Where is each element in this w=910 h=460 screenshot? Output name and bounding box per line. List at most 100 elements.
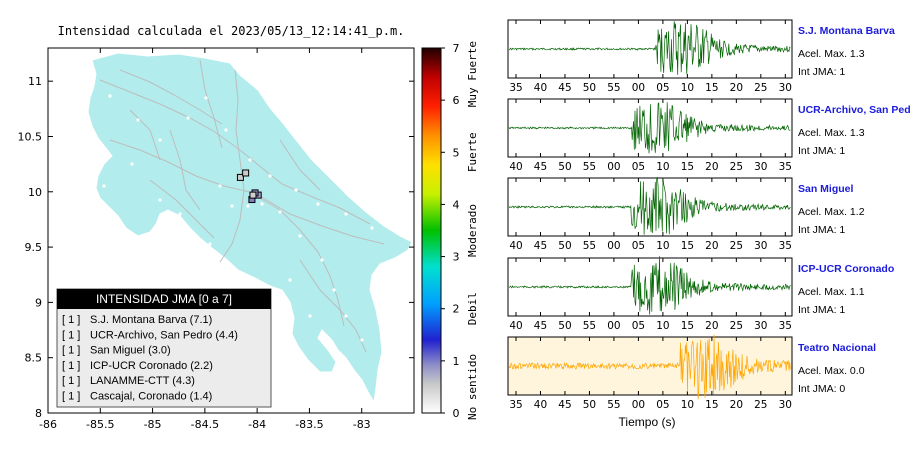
time-tick-label: 20 [705, 320, 718, 332]
seismogram-trace [508, 176, 791, 235]
lat-tick-label: 8 [35, 407, 42, 420]
max-acceleration-label: Acel. Max. 0.0 [798, 365, 865, 377]
time-tick-label: 50 [583, 82, 596, 94]
colorbar-ticks: 0 1 2 3 4 5 6 7 [441, 42, 460, 420]
time-tick-label: 25 [730, 240, 743, 252]
station-name-label: S.J. Montana Barva [798, 25, 895, 37]
time-tick-label: 40 [534, 82, 547, 94]
time-tick-label: 10 [681, 399, 694, 411]
time-tick-label: 20 [705, 161, 718, 173]
time-tick-label: 20 [705, 240, 718, 252]
colorbar-category-label: Fuerte [466, 132, 479, 172]
map-title: Intensidad calculada el 2023/05/13_12:14… [58, 24, 405, 38]
time-tick-label: 45 [558, 399, 571, 411]
time-tick-label: 35 [779, 240, 792, 252]
legend-item-text: S.J. Montana Barva (7.1) [90, 314, 212, 326]
station-name-label: San Miguel [798, 183, 854, 195]
seismogram-trace [508, 334, 791, 400]
colorbar-category-label: Muy Fuerte [466, 41, 479, 107]
lat-tick-label: 9.5 [25, 241, 43, 254]
road-network [99, 59, 385, 353]
time-tick-label: 25 [730, 161, 743, 173]
time-tick-label: 30 [754, 161, 767, 173]
seismogram-trace [508, 256, 791, 315]
lon-tick-label: -86 [39, 418, 57, 431]
seismogram-panel: 35 40 45 50 55 00 05 10 15 20 25 30 Teatro Nacional A… [507, 334, 876, 411]
time-tick-label: 55 [583, 161, 596, 173]
colorbar-tick-label: 6 [453, 94, 460, 107]
time-tick-label: 55 [583, 240, 596, 252]
time-tick-label: 50 [558, 240, 571, 252]
legend-header [57, 289, 271, 309]
time-tick-label: 30 [754, 320, 767, 332]
time-tick-label: 45 [534, 161, 547, 173]
station-marker [249, 191, 257, 199]
colorbar-tick-label: 5 [453, 146, 460, 159]
time-tick-label: 50 [583, 399, 596, 411]
time-tick-label: 40 [509, 161, 522, 173]
lat-tick-label: 10.5 [18, 130, 43, 143]
time-axis-label: Tiempo (s) [619, 415, 676, 429]
colorbar-tick-label: 3 [453, 251, 460, 264]
costa-rica-land [87, 52, 413, 404]
time-tick-label: 00 [632, 399, 645, 411]
max-acceleration-label: Acel. Max. 1.3 [798, 127, 865, 139]
time-tick-label: 45 [534, 320, 547, 332]
time-tick-label: 40 [509, 240, 522, 252]
time-tick-label: 50 [558, 161, 571, 173]
time-tick-label: 30 [779, 399, 792, 411]
time-tick-label: 05 [656, 399, 669, 411]
time-tick-label: 10 [656, 161, 669, 173]
legend-items: [ 1 ] S.J. Montana Barva (7.1) [ 1 ] UCR-Ar… [62, 314, 238, 403]
time-tick-label: 05 [632, 161, 645, 173]
station-marker [236, 173, 244, 181]
map-frame [47, 47, 415, 414]
legend-item-badge: [ 1 ] [62, 314, 80, 326]
lat-tick-label: 8.5 [25, 352, 43, 365]
station-name-label: Teatro Nacional [798, 342, 876, 354]
time-tick-label: 00 [607, 161, 620, 173]
legend-item-badge: [ 1 ] [62, 329, 80, 341]
seismogram-panel: 35 40 45 50 55 00 05 10 15 20 25 30 S.J. Montana Bar… [507, 19, 895, 94]
jma-intensity-label: Int JMA: 1 [798, 304, 845, 316]
colorbar-tick-label: 2 [453, 303, 460, 316]
jma-intensity-label: Int JMA: 0 [798, 383, 845, 395]
time-tick-label: 25 [754, 399, 767, 411]
time-tick-label: 15 [705, 399, 718, 411]
legend-item-badge: [ 1 ] [62, 375, 80, 387]
colorbar-tick-label: 0 [453, 407, 460, 420]
time-tick-label: 35 [509, 82, 522, 94]
legend-item-text: San Miguel (3.0) [90, 345, 171, 357]
colorbar-category-label: Debil [466, 292, 479, 325]
max-acceleration-label: Acel. Max. 1.2 [798, 206, 865, 218]
jma-intensity-label: Int JMA: 1 [798, 66, 845, 78]
time-tick-label: 20 [730, 399, 743, 411]
time-tick-label: 55 [607, 82, 620, 94]
time-tick-label: 05 [632, 320, 645, 332]
time-tick-label: 10 [656, 240, 669, 252]
time-tick-label: 25 [730, 320, 743, 332]
colorbar-tick-label: 1 [453, 355, 460, 368]
legend-title: INTENSIDAD JMA [0 a 7] [96, 292, 232, 306]
legend-item-badge: [ 1 ] [62, 391, 80, 403]
time-tick-label: 35 [779, 161, 792, 173]
station-name-label: ICP-UCR Coronado [798, 263, 894, 275]
legend-item-text: LANAMME-CTT (4.3) [90, 375, 195, 387]
time-tick-label: 30 [779, 82, 792, 94]
time-tick-label: 55 [583, 320, 596, 332]
intensity-legend: INTENSIDAD JMA [0 a 7] [ 1 ] S.J. Montana… [56, 288, 272, 408]
time-tick-label: 10 [656, 320, 669, 332]
seismogram-trace [509, 21, 791, 75]
legend-item-badge: [ 1 ] [62, 345, 80, 357]
time-tick-label: 30 [754, 240, 767, 252]
legend-item-text: Cascajal, Coronado (1.4) [90, 391, 212, 403]
jma-intensity-label: Int JMA: 1 [798, 145, 845, 157]
time-tick-label: 35 [509, 399, 522, 411]
time-tick-label: 00 [607, 320, 620, 332]
time-tick-label: 25 [754, 82, 767, 94]
time-tick-label: 15 [705, 82, 718, 94]
time-tick-label: 55 [607, 399, 620, 411]
colorbar-category-label: Moderado [466, 204, 479, 257]
legend-item-text: UCR-Archivo, San Pedro (4.4) [90, 329, 238, 341]
time-tick-label: 35 [779, 320, 792, 332]
